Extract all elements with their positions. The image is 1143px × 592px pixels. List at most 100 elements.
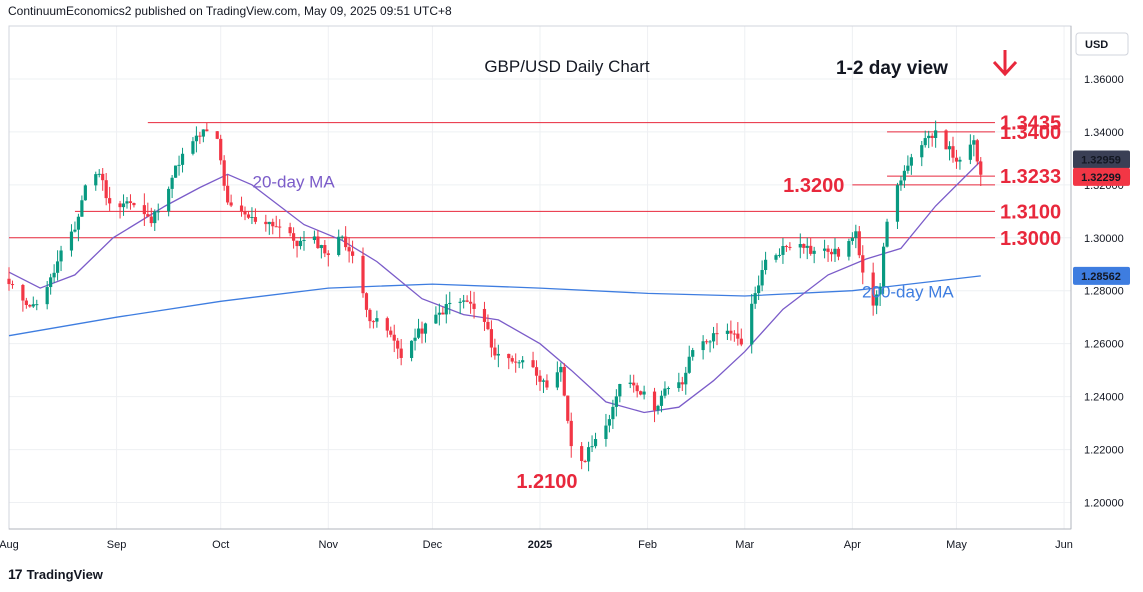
candle-body [784,246,789,248]
x-tick-label: Sep [107,539,127,551]
candle-body [97,173,101,175]
candle-body [774,255,778,260]
candle-body [517,362,521,364]
candle-body [194,135,199,142]
candle-body [73,229,77,232]
candle-body [725,330,730,334]
candle-body [118,203,122,208]
candle-body [177,164,181,166]
candle-body [805,245,809,248]
x-axis-ticks: Aug Sep Oct Nov Dec 2025 Feb Mar Apr May Jun [0,539,1073,551]
candle-body [777,254,782,256]
candle-body [684,372,688,385]
candle-body [562,366,566,396]
x-tick-label: Dec [423,539,443,551]
candle-body [94,174,98,186]
candle-body [423,323,428,334]
candle-body [614,396,618,407]
candle-body [486,321,490,330]
candle-body [229,202,233,206]
ma200-line [8,275,981,337]
y-tick-label: 1.24000 [1084,392,1124,404]
candle-body [812,250,816,254]
candle-body [666,388,671,390]
ma20-line [8,160,982,414]
candle-body [580,446,584,462]
candle-body [854,231,858,238]
ma20-group [8,160,982,414]
currency-box[interactable] [1075,32,1129,56]
price-badge [1073,150,1130,169]
currency-label: USD [1085,39,1108,51]
candle-body [361,255,365,294]
candle-body [902,170,907,181]
candle-body [222,160,226,186]
candle-body [836,248,841,257]
candle-body [663,388,667,396]
candle-body [448,302,452,305]
candle-body [875,294,879,306]
candle-body [757,285,761,294]
x-tick-label: Feb [638,539,657,551]
gridlines [8,26,1071,529]
candle-body [246,214,251,218]
level-label: 1.3233 [1000,166,1061,188]
candle-body [788,246,792,248]
candle-body [344,236,348,248]
candle-body [180,153,185,165]
down-arrow-icon [992,50,1018,77]
candle-body [590,446,594,448]
y-tick-label: 1.22000 [1084,445,1124,457]
candle-body [687,356,691,373]
candle-body [850,237,854,242]
candle-body [420,328,424,334]
candle-body [909,157,913,166]
candle-body [607,419,612,426]
candle-body [972,140,976,145]
candle-body [288,227,292,234]
candle-body [541,380,546,382]
candle-body [632,382,636,386]
candle-body [895,185,900,222]
candle-body [951,146,955,158]
candle-body [28,304,32,307]
candle-body [271,221,275,227]
candle-body [239,205,244,212]
candle-body [396,340,400,349]
candle-body [701,341,705,351]
candle-body [566,395,570,421]
candle-body [326,253,330,255]
price-badge-label: 1.32959 [1081,154,1121,166]
candle-body [24,300,28,305]
candle-body [781,246,785,255]
candle-body [753,293,757,304]
candle-body [55,261,60,273]
candle-body [715,333,719,335]
candle-body [76,216,81,230]
level-label: 1.3200 [783,175,844,197]
candle-body [465,300,469,302]
candle-body [173,165,178,178]
y-axis-ticks: 1.360001.340001.320001.300001.280001.260… [1084,74,1124,510]
candle-body [611,406,615,420]
candle-body [149,216,153,224]
candle-body [472,303,476,309]
candle-body [739,338,743,345]
candle-body [458,301,462,303]
candle-body [468,301,473,304]
candle-body [593,439,598,447]
candle-body [10,284,15,286]
x-tick-label: Oct [212,539,229,551]
candle-body [507,353,511,359]
candle-body [104,180,108,199]
candle-body [677,382,681,389]
candle-body [881,246,886,287]
candle-body [798,244,802,248]
candle-body [201,129,205,137]
candle-body [337,236,341,255]
candle-body [652,391,657,411]
publisher-header: ContinuumEconomics2 published on Trading… [8,4,452,18]
candle-body [583,461,587,463]
